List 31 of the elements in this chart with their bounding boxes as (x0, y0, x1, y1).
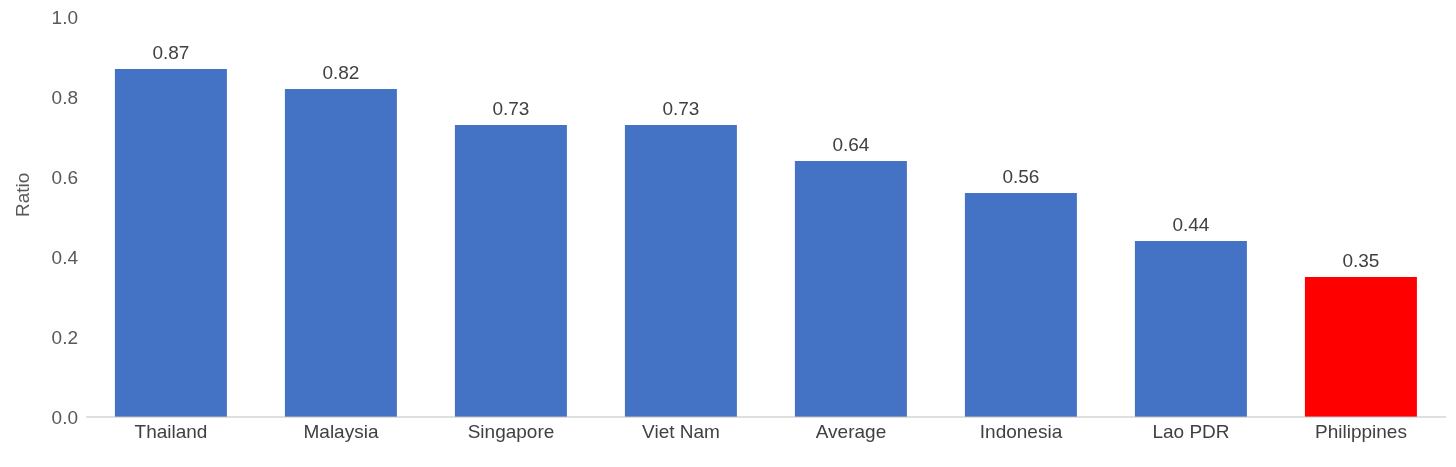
x-tick-label: Lao PDR (1152, 421, 1230, 443)
data-label: 0.56 (1002, 166, 1040, 187)
bar (114, 69, 227, 417)
y-tick-label: 1.0 (51, 6, 78, 28)
bar (1304, 277, 1417, 417)
bar (964, 193, 1077, 417)
y-tick-label: 0.0 (51, 406, 78, 428)
y-tick-label: 0.8 (51, 86, 78, 108)
x-tick-label: Philippines (1315, 421, 1407, 443)
y-axis-title: Ratio (11, 172, 33, 217)
x-tick-label: Indonesia (979, 421, 1063, 443)
x-tick-label: Average (815, 421, 887, 443)
y-tick-label: 0.2 (51, 326, 78, 348)
data-label: 0.87 (152, 42, 190, 63)
bar (1134, 241, 1247, 417)
x-tick-label: Malaysia (303, 421, 379, 443)
y-tick-label: 0.6 (51, 166, 78, 188)
bar (284, 89, 397, 417)
data-label: 0.73 (492, 98, 530, 119)
x-tick-label: Thailand (134, 421, 208, 443)
data-label: 0.64 (832, 134, 870, 155)
data-label: 0.82 (322, 62, 360, 83)
bar (794, 161, 907, 417)
data-label: 0.73 (662, 98, 700, 119)
bar (624, 125, 737, 417)
data-label: 0.44 (1172, 214, 1210, 235)
x-tick-label: Viet Nam (642, 421, 720, 443)
data-label: 0.35 (1342, 250, 1380, 271)
bar (454, 125, 567, 417)
x-tick-label: Singapore (467, 421, 555, 443)
y-tick-label: 0.4 (51, 246, 79, 268)
